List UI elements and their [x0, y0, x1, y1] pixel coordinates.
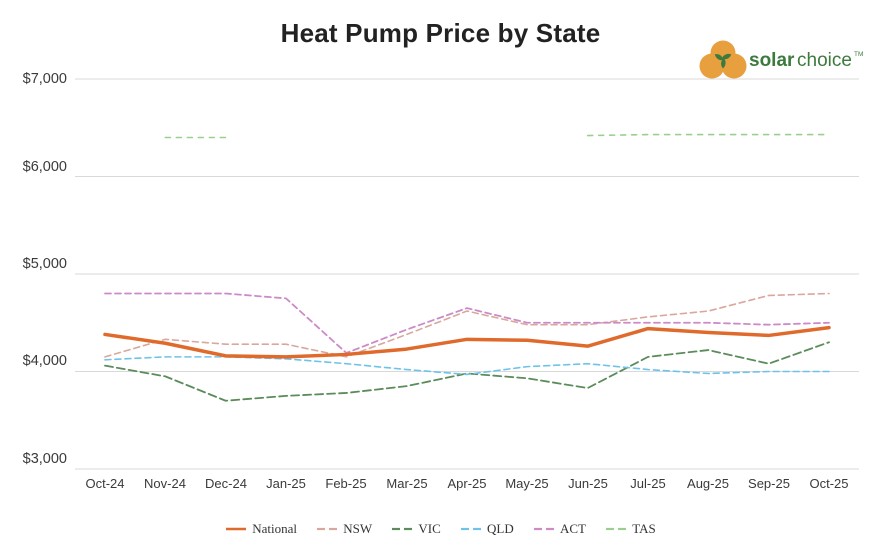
svg-text:solar: solar	[749, 50, 795, 71]
svg-text:choice: choice	[797, 50, 852, 71]
svg-text:TM: TM	[854, 51, 863, 58]
